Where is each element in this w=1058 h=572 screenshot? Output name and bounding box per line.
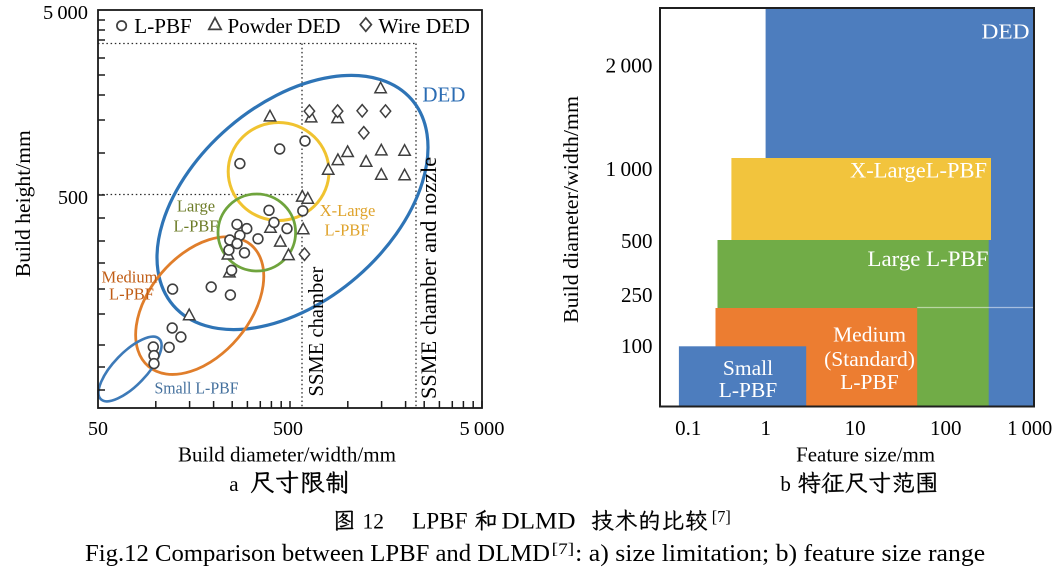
svg-text:12: 12: [363, 509, 385, 534]
svg-text:SSME chamber: SSME chamber: [306, 267, 328, 397]
svg-text:Build diameter/width/mm: Build diameter/width/mm: [559, 96, 583, 323]
svg-text:0.1: 0.1: [675, 416, 701, 440]
svg-text:1 000: 1 000: [606, 157, 653, 181]
svg-text:100: 100: [930, 416, 962, 440]
svg-text:500: 500: [273, 418, 303, 440]
svg-text:250: 250: [621, 283, 653, 307]
svg-text:Medium: Medium: [833, 323, 906, 347]
svg-text:X-Large: X-Large: [320, 201, 376, 220]
svg-text:L-PBF: L-PBF: [840, 370, 899, 394]
svg-text:500: 500: [621, 229, 653, 253]
svg-text:Build diameter/width/mm: Build diameter/width/mm: [178, 443, 396, 467]
svg-text:5 000: 5 000: [460, 418, 505, 440]
svg-text:1: 1: [760, 416, 771, 440]
svg-text:Powder DED: Powder DED: [228, 14, 341, 38]
svg-text:Fig.12 Comparison between LPBF: Fig.12 Comparison between LPBF and DLMD: [85, 541, 550, 567]
svg-text:Build height/mm: Build height/mm: [11, 130, 35, 277]
svg-text:b: b: [780, 472, 791, 496]
svg-text:: a) size limitation; b) featu: : a) size limitation; b) feature size ra…: [575, 541, 985, 567]
svg-text:Large: Large: [177, 197, 215, 216]
svg-text:50: 50: [88, 418, 108, 440]
svg-text:Small: Small: [723, 356, 773, 380]
svg-text:Medium: Medium: [102, 268, 158, 287]
svg-text:SSME chamber and nozzle: SSME chamber and nozzle: [416, 157, 441, 399]
svg-text:[7]: [7]: [712, 507, 731, 526]
svg-text:500: 500: [58, 187, 88, 209]
svg-text:1 000: 1 000: [1007, 416, 1052, 440]
svg-text:Large L-PBF: Large L-PBF: [868, 246, 989, 271]
svg-text:a: a: [229, 472, 239, 496]
svg-text:10: 10: [845, 416, 866, 440]
svg-text:2 000: 2 000: [606, 53, 653, 77]
svg-text:100: 100: [621, 334, 653, 358]
svg-text:5 000: 5 000: [43, 2, 88, 24]
svg-text:Small L-PBF: Small L-PBF: [155, 379, 239, 398]
svg-text:L-PBF: L-PBF: [719, 378, 778, 402]
svg-text:X-LargeL-PBF: X-LargeL-PBF: [850, 158, 987, 183]
svg-text:DED: DED: [982, 20, 1030, 44]
svg-text:LPBF: LPBF: [412, 509, 468, 534]
svg-text:L-PBF: L-PBF: [109, 285, 154, 304]
svg-text:L-PBF: L-PBF: [325, 221, 370, 240]
svg-text:Wire DED: Wire DED: [378, 14, 470, 38]
svg-text:DED: DED: [422, 82, 465, 106]
svg-text:(Standard): (Standard): [824, 347, 915, 371]
svg-text:L-PBF: L-PBF: [174, 217, 219, 236]
svg-text:L-PBF: L-PBF: [134, 14, 192, 38]
svg-text:DLMD: DLMD: [502, 509, 576, 534]
svg-text:[7]: [7]: [552, 541, 575, 558]
svg-text:Feature size/mm: Feature size/mm: [796, 443, 935, 467]
